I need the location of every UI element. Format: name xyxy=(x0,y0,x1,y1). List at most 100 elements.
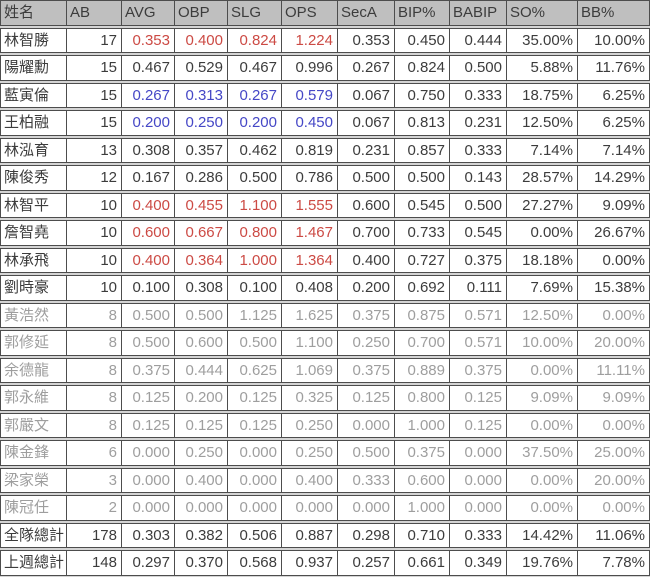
stat-cell-slg[interactable]: 0.568 xyxy=(228,551,282,575)
stat-cell-ops[interactable]: 1.555 xyxy=(282,193,338,217)
stat-cell-ab[interactable]: 3 xyxy=(67,468,122,492)
stat-cell-slg[interactable]: 1.000 xyxy=(228,248,282,272)
stat-cell-avg[interactable]: 0.353 xyxy=(122,28,175,52)
player-name-cell[interactable]: 全隊總計 xyxy=(1,523,67,547)
stat-cell-so_pct[interactable]: 18.75% xyxy=(507,83,578,107)
stat-cell-obp[interactable]: 0.600 xyxy=(175,331,228,355)
stat-cell-ops[interactable]: 1.069 xyxy=(282,358,338,382)
stat-cell-seca[interactable]: 0.500 xyxy=(338,166,395,190)
stat-cell-obp[interactable]: 0.364 xyxy=(175,248,228,272)
stat-cell-babip[interactable]: 0.000 xyxy=(450,496,507,520)
stat-cell-slg[interactable]: 0.000 xyxy=(228,468,282,492)
player-name-cell[interactable]: 陳金鋒 xyxy=(1,441,67,465)
stat-cell-avg[interactable]: 0.267 xyxy=(122,83,175,107)
stat-cell-bip_pct[interactable]: 1.000 xyxy=(395,413,450,437)
stat-cell-babip[interactable]: 0.125 xyxy=(450,386,507,410)
stat-cell-avg[interactable]: 0.200 xyxy=(122,111,175,135)
stat-cell-ops[interactable]: 0.937 xyxy=(282,551,338,575)
stat-cell-obp[interactable]: 0.444 xyxy=(175,358,228,382)
stat-cell-so_pct[interactable]: 27.27% xyxy=(507,193,578,217)
stat-cell-slg[interactable]: 0.125 xyxy=(228,413,282,437)
stat-cell-avg[interactable]: 0.400 xyxy=(122,193,175,217)
stat-cell-so_pct[interactable]: 0.00% xyxy=(507,221,578,245)
stat-cell-seca[interactable]: 0.125 xyxy=(338,386,395,410)
stat-cell-bb_pct[interactable]: 15.38% xyxy=(594,279,645,296)
stat-cell-slg[interactable]: 0.462 xyxy=(228,138,282,162)
stat-cell-babip[interactable]: 0.125 xyxy=(450,413,507,437)
stat-cell-seca[interactable]: 0.200 xyxy=(338,276,395,300)
stat-cell-slg[interactable]: 0.267 xyxy=(228,83,282,107)
player-name-cell[interactable]: 陳俊秀 xyxy=(1,166,67,190)
stat-cell-avg[interactable]: 0.467 xyxy=(122,56,175,80)
stat-cell-obp[interactable]: 0.286 xyxy=(175,166,228,190)
header-cell-slg[interactable]: SLG xyxy=(228,1,282,25)
stat-cell-ab[interactable]: 148 xyxy=(67,551,122,575)
header-cell-seca[interactable]: SecA xyxy=(338,1,395,25)
stat-cell-babip[interactable]: 0.500 xyxy=(450,193,507,217)
stat-cell-obp[interactable]: 0.000 xyxy=(175,496,228,520)
stat-cell-bip_pct[interactable]: 0.545 xyxy=(395,193,450,217)
stat-cell-seca[interactable]: 0.067 xyxy=(338,83,395,107)
stat-cell-bip_pct[interactable]: 0.600 xyxy=(395,468,450,492)
stat-cell-ops[interactable]: 0.450 xyxy=(282,111,338,135)
stat-cell-ab[interactable]: 8 xyxy=(67,358,122,382)
stat-cell-babip[interactable]: 0.571 xyxy=(450,331,507,355)
stat-cell-bb_pct[interactable]: 20.00% xyxy=(594,471,645,489)
stat-cell-slg[interactable]: 0.200 xyxy=(228,111,282,135)
stat-cell-ops[interactable]: 0.786 xyxy=(282,166,338,190)
stat-cell-slg[interactable]: 0.100 xyxy=(228,276,282,300)
header-cell-so_pct[interactable]: SO% xyxy=(507,1,578,25)
stat-cell-babip[interactable]: 0.375 xyxy=(450,248,507,272)
stat-cell-bip_pct[interactable]: 0.800 xyxy=(395,386,450,410)
stat-cell-avg[interactable]: 0.000 xyxy=(122,468,175,492)
stat-cell-babip[interactable]: 0.143 xyxy=(450,166,507,190)
stat-cell-obp[interactable]: 0.455 xyxy=(175,193,228,217)
stat-cell-seca[interactable]: 0.353 xyxy=(338,28,395,52)
stat-cell-avg[interactable]: 0.500 xyxy=(122,331,175,355)
stat-cell-babip[interactable]: 0.231 xyxy=(450,111,507,135)
stat-cell-ops[interactable]: 0.887 xyxy=(282,523,338,547)
stat-cell-seca[interactable]: 0.375 xyxy=(338,358,395,382)
stat-cell-babip[interactable]: 0.444 xyxy=(450,28,507,52)
stat-cell-bip_pct[interactable]: 0.661 xyxy=(395,551,450,575)
stat-cell-avg[interactable]: 0.167 xyxy=(122,166,175,190)
stat-cell-babip[interactable]: 0.111 xyxy=(450,276,507,300)
stat-cell-obp[interactable]: 0.250 xyxy=(175,441,228,465)
stat-cell-obp[interactable]: 0.400 xyxy=(175,28,228,52)
player-name-cell[interactable]: 陽耀勳 xyxy=(1,56,67,80)
stat-cell-so_pct[interactable]: 5.88% xyxy=(507,56,578,80)
stat-cell-bip_pct[interactable]: 0.875 xyxy=(395,303,450,327)
player-name-cell[interactable]: 梁家榮 xyxy=(1,468,67,492)
header-cell-obp[interactable]: OBP xyxy=(175,1,228,25)
stat-cell-bip_pct[interactable]: 0.450 xyxy=(395,28,450,52)
stat-cell-bip_pct[interactable]: 0.733 xyxy=(395,221,450,245)
stat-cell-bb_pct[interactable]: 7.78% xyxy=(602,554,645,571)
stat-cell-seca[interactable]: 0.298 xyxy=(338,523,395,547)
stat-cell-avg[interactable]: 0.125 xyxy=(122,413,175,437)
stat-cell-ab[interactable]: 15 xyxy=(67,111,122,135)
stat-cell-so_pct[interactable]: 0.00% xyxy=(507,413,578,437)
stat-cell-ops[interactable]: 1.625 xyxy=(282,303,338,327)
stat-cell-obp[interactable]: 0.313 xyxy=(175,83,228,107)
stat-cell-so_pct[interactable]: 7.69% xyxy=(507,276,578,300)
header-cell-ab[interactable]: AB xyxy=(67,1,122,25)
stat-cell-ab[interactable]: 10 xyxy=(67,276,122,300)
stat-cell-so_pct[interactable]: 19.76% xyxy=(507,551,578,575)
player-name-cell[interactable]: 郭永維 xyxy=(1,386,67,410)
stat-cell-obp[interactable]: 0.357 xyxy=(175,138,228,162)
stat-cell-obp[interactable]: 0.400 xyxy=(175,468,228,492)
stat-cell-avg[interactable]: 0.500 xyxy=(122,303,175,327)
stat-cell-bip_pct[interactable]: 0.824 xyxy=(395,56,450,80)
stat-cell-babip[interactable]: 0.545 xyxy=(450,221,507,245)
stat-cell-bb_pct[interactable]: 25.00% xyxy=(594,444,645,461)
stat-cell-ab[interactable]: 17 xyxy=(67,28,122,52)
stat-cell-slg[interactable]: 0.000 xyxy=(228,441,282,465)
stat-cell-bip_pct[interactable]: 0.500 xyxy=(395,166,450,190)
player-name-cell[interactable]: 郭嚴文 xyxy=(1,413,67,437)
stat-cell-ab[interactable]: 8 xyxy=(67,386,122,410)
stat-cell-avg[interactable]: 0.125 xyxy=(122,386,175,410)
stat-cell-obp[interactable]: 0.382 xyxy=(175,523,228,547)
stat-cell-so_pct[interactable]: 0.00% xyxy=(507,358,578,382)
header-cell-ops[interactable]: OPS xyxy=(282,1,338,25)
stat-cell-bip_pct[interactable]: 0.857 xyxy=(395,138,450,162)
